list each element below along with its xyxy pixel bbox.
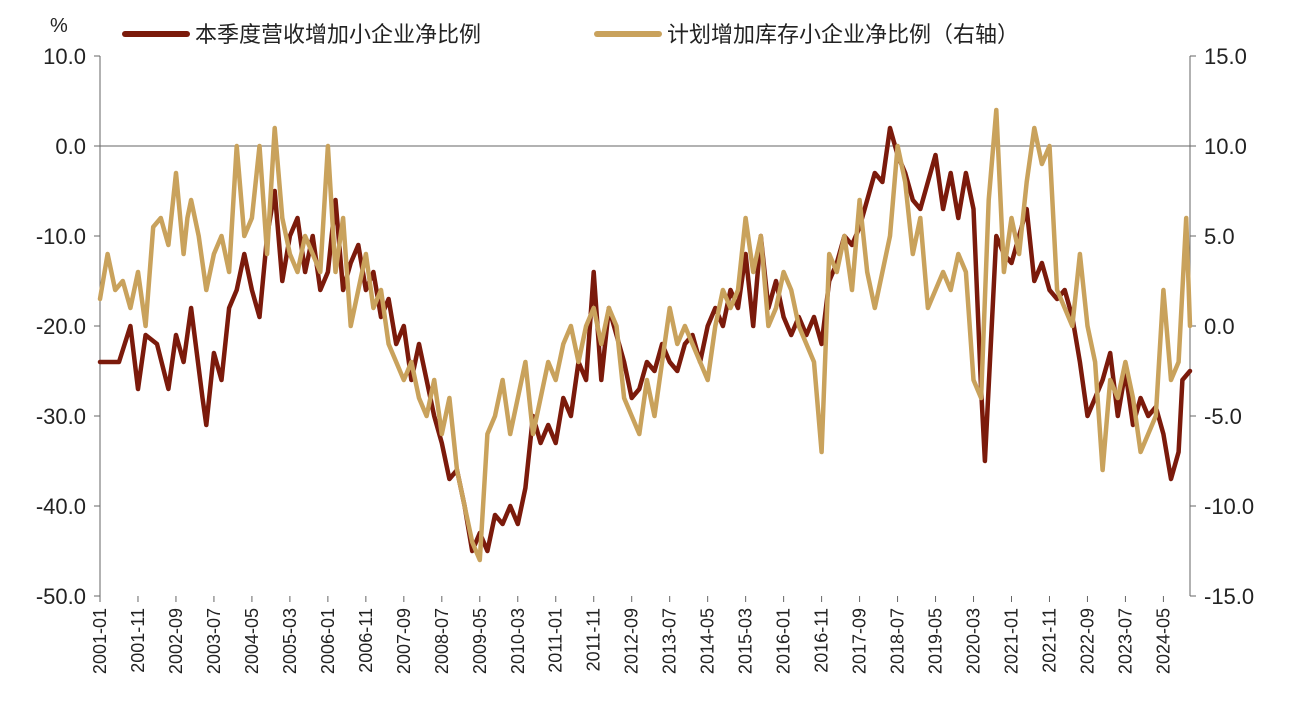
x-tick-label: 2010-03 — [508, 608, 528, 674]
legend: 本季度营收增加小企业净比例 计划增加库存小企业净比例（右轴） — [122, 23, 1019, 48]
x-tick-label: 2002-09 — [166, 608, 186, 674]
x-tick-label: 2024-05 — [1153, 608, 1173, 674]
right-tick-label: 0.0 — [1204, 314, 1235, 339]
left-tick-label: -30.0 — [36, 404, 86, 429]
right-tick-label: 15.0 — [1204, 44, 1247, 69]
x-tick-label: 2009-05 — [470, 608, 490, 674]
x-tick-label: 2017-09 — [850, 608, 870, 674]
left-tick-label: -20.0 — [36, 314, 86, 339]
x-tick-label: 2012-09 — [622, 608, 642, 674]
x-tick-label: 2006-01 — [318, 608, 338, 674]
x-tick-label: 2008-07 — [432, 608, 452, 674]
x-tick-label: 2005-03 — [280, 608, 300, 674]
x-tick-label: 2007-09 — [394, 608, 414, 674]
x-tick-label: 2019-05 — [926, 608, 946, 674]
legend-label-2: 计划增加库存小企业净比例（右轴） — [667, 23, 1019, 48]
right-tick-label: 5.0 — [1204, 224, 1235, 249]
x-tick-label: 2016-01 — [774, 608, 794, 674]
left-tick-label: 0.0 — [55, 134, 86, 159]
x-tick-label: 2023-07 — [1115, 608, 1135, 674]
x-tick-label: 2016-11 — [812, 608, 832, 673]
x-tick-label: 2020-03 — [964, 608, 984, 674]
x-tick-label: 2021-01 — [1001, 608, 1021, 674]
x-tick-label: 2014-05 — [698, 608, 718, 674]
x-tick-label: 2011-01 — [546, 608, 566, 673]
x-tick-label: 2022-09 — [1077, 608, 1097, 674]
x-tick-label: 2015-03 — [736, 608, 756, 674]
right-tick-label: 10.0 — [1204, 134, 1247, 159]
x-tick-label: 2001-11 — [128, 608, 148, 673]
right-tick-label: -5.0 — [1204, 404, 1242, 429]
x-tick-label: 2013-07 — [660, 608, 680, 674]
y-unit-label: % — [50, 15, 68, 37]
x-tick-label: 2004-05 — [242, 608, 262, 674]
labels-layer: 10.0 0.0 -10.0 -20.0 -30.0 -40.0 -50.0 15.0 10.0… — [36, 15, 1254, 674]
x-tick-label: 2021-11 — [1039, 608, 1059, 673]
x-tick-label: 2003-07 — [204, 608, 224, 674]
right-tick-label: -15.0 — [1204, 584, 1254, 609]
x-tick-label: 2001-01 — [90, 608, 110, 674]
left-tick-label: -50.0 — [36, 584, 86, 609]
right-tick-label: -10.0 — [1204, 494, 1254, 519]
left-tick-label: -40.0 — [36, 494, 86, 519]
left-tick-label: 10.0 — [43, 44, 86, 69]
series-line-2 — [97, 107, 1193, 563]
x-tick-label: 2011-11 — [584, 608, 604, 671]
x-tick-label: 2006-11 — [356, 608, 376, 673]
left-tick-label: -10.0 — [36, 224, 86, 249]
x-tick-label: 2018-07 — [888, 608, 908, 674]
legend-label-1: 本季度营收增加小企业净比例 — [195, 23, 481, 48]
series-layer — [97, 107, 1193, 563]
